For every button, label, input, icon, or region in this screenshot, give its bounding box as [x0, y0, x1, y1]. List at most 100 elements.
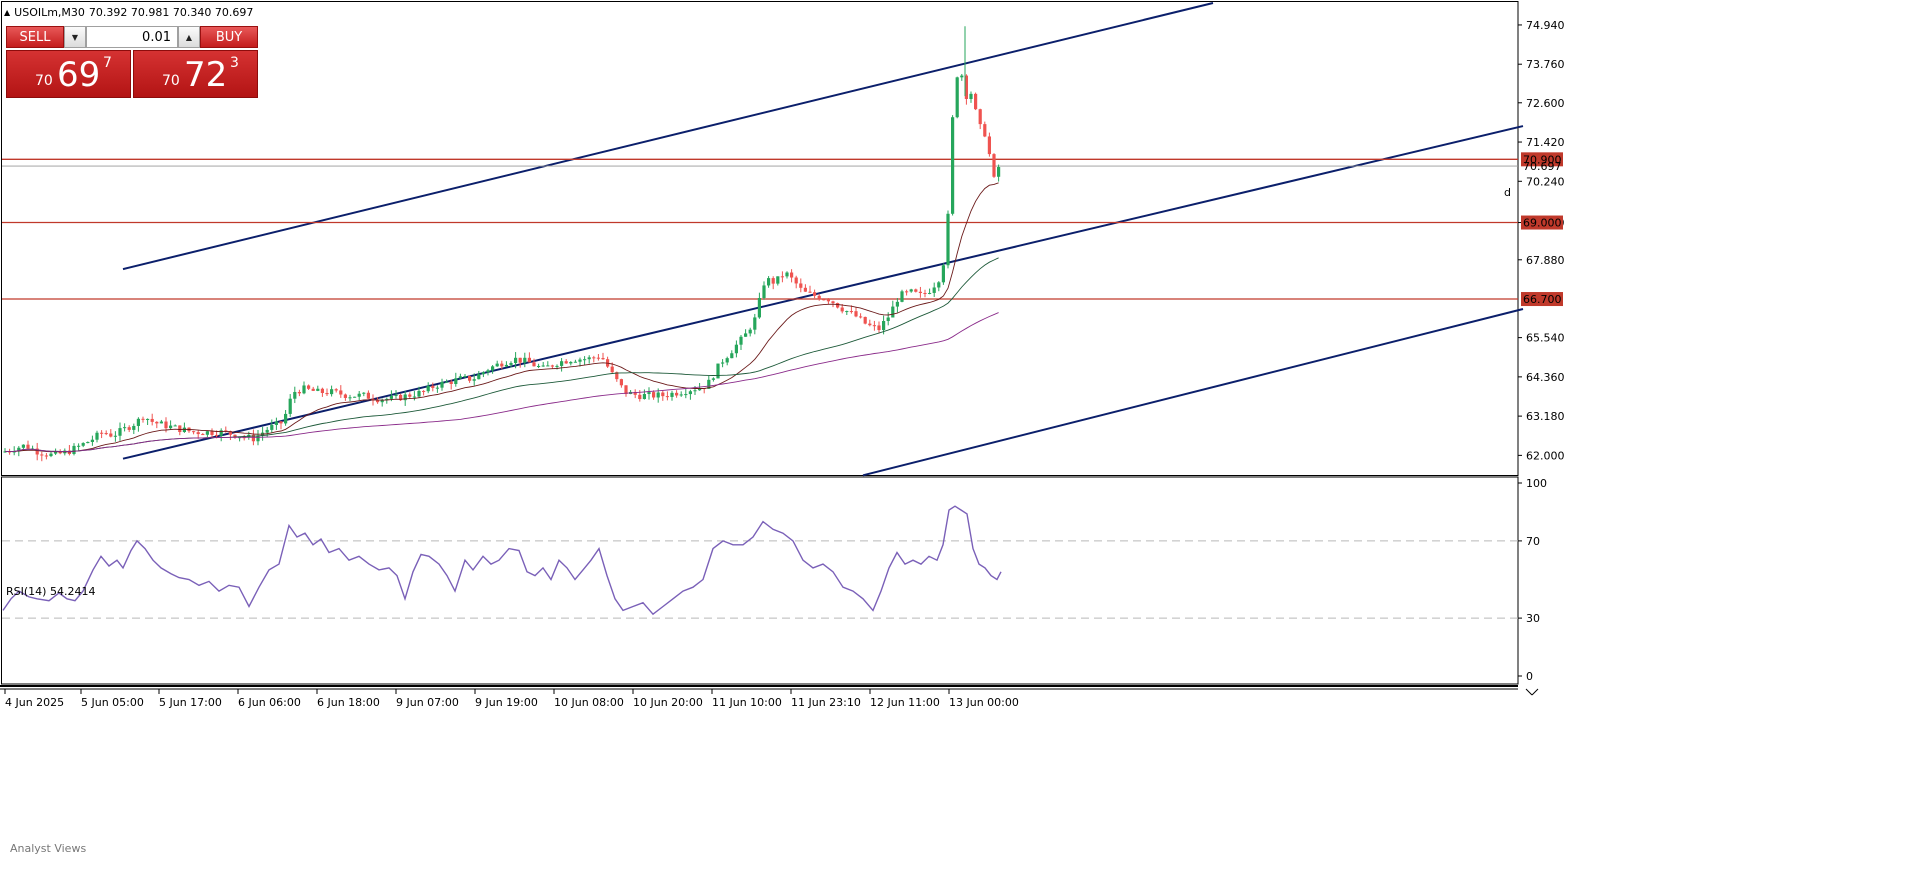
x-tick-label: 11 Jun 23:10 [791, 696, 861, 709]
candle-body [463, 376, 467, 378]
rsi-panel-frame [1, 476, 1519, 685]
candle-body [49, 453, 53, 457]
candle-body [550, 365, 554, 367]
scroll-arrow-icon[interactable] [1525, 688, 1533, 696]
sell-button[interactable]: SELL [6, 26, 64, 48]
buy-button[interactable]: BUY [200, 26, 258, 48]
candle-body [274, 421, 278, 425]
candle-body [670, 392, 674, 397]
candle-body [500, 363, 504, 367]
sell-price-prefix: 70 [35, 73, 53, 89]
buy-price-sup: 3 [230, 55, 239, 71]
candle-body [201, 434, 205, 436]
candle-body [698, 388, 702, 391]
volume-decrease-button[interactable]: ▼ [64, 26, 86, 48]
candle-body [794, 277, 798, 284]
candle-body [744, 333, 748, 337]
candle-body [284, 413, 288, 424]
ma-fast-line [4, 182, 999, 453]
candle-body [675, 392, 679, 396]
level-marker: d [1504, 186, 1511, 199]
candle-body [527, 357, 531, 363]
y-tick-label: 71.420 [1526, 136, 1565, 149]
level-price-tag [1521, 152, 1563, 167]
candle-body [449, 381, 453, 384]
buy-price-box[interactable]: 70 72 3 [133, 50, 258, 98]
candle-body [882, 321, 886, 331]
candle-body [86, 441, 90, 444]
collapse-triangle-icon[interactable]: ▲ [4, 7, 11, 17]
candle-body [54, 451, 58, 454]
candle-body [146, 418, 150, 420]
candle-body [918, 291, 922, 293]
channel-line[interactable] [122, 2, 1214, 271]
candle-body [983, 124, 987, 137]
candle-body [564, 361, 568, 364]
x-tick-label: 9 Jun 19:00 [475, 696, 538, 709]
candle-body [863, 316, 867, 324]
candle-body [767, 278, 771, 286]
x-tick-label: 11 Jun 10:00 [712, 696, 782, 709]
volume-increase-button[interactable]: ▲ [178, 26, 200, 48]
candle-body [992, 154, 996, 177]
candle-body [435, 387, 439, 389]
candle-body [964, 75, 968, 99]
candle-body [109, 433, 113, 437]
sell-price-big: 69 [57, 55, 101, 95]
candle-body [514, 357, 518, 364]
candle-body [233, 434, 237, 438]
candle-body [753, 317, 757, 330]
y-tick-label: 64.360 [1526, 371, 1565, 384]
candle-body [900, 291, 904, 302]
candle-body [486, 370, 490, 373]
level-price-tag [1521, 292, 1563, 307]
candle-body [546, 365, 550, 367]
candle-body [665, 396, 669, 398]
candle-body [422, 390, 426, 392]
candle-body [270, 424, 274, 430]
candle-body [458, 376, 462, 379]
candle-body [164, 421, 168, 429]
candle-body [339, 390, 343, 395]
y-tick-label: 67.880 [1526, 254, 1565, 267]
candle-body [909, 289, 913, 292]
candle-body [905, 291, 909, 293]
candle-body [353, 396, 357, 398]
rsi-name: RSI(14) [6, 585, 47, 598]
candle-body [946, 213, 950, 266]
candle-body [334, 389, 338, 391]
candle-body [403, 394, 407, 401]
candle-body [647, 392, 651, 395]
candle-body [113, 435, 117, 437]
channel-line[interactable] [122, 125, 1524, 460]
sell-price-box[interactable]: 70 69 7 [6, 50, 131, 98]
candle-body [592, 357, 596, 359]
candle-body [412, 396, 416, 398]
candle-body [357, 393, 361, 397]
candle-body [895, 301, 899, 307]
candle-body [914, 289, 918, 292]
channel-line[interactable] [862, 308, 1524, 477]
candle-body [849, 311, 853, 313]
symbol-header: ▲ USOILm,M30 70.392 70.981 70.340 70.697 [4, 3, 253, 21]
candle-body [454, 378, 458, 384]
candle-body [951, 117, 955, 214]
volume-input[interactable] [86, 26, 178, 48]
candle-body [477, 374, 481, 380]
candle-body [693, 390, 697, 392]
candle-body [923, 292, 927, 294]
candle-body [325, 392, 329, 395]
scroll-arrow-icon-2[interactable] [1531, 688, 1539, 696]
candle-body [426, 385, 430, 392]
candle-body [776, 276, 780, 284]
candle-body [90, 439, 94, 442]
candle-body [472, 379, 476, 381]
candle-body [307, 385, 311, 389]
candle-body [891, 306, 895, 318]
candle-body [330, 389, 334, 395]
candle-body [95, 432, 99, 440]
candle-body [219, 430, 223, 436]
candle-body [725, 358, 729, 363]
candle-body [468, 376, 472, 381]
